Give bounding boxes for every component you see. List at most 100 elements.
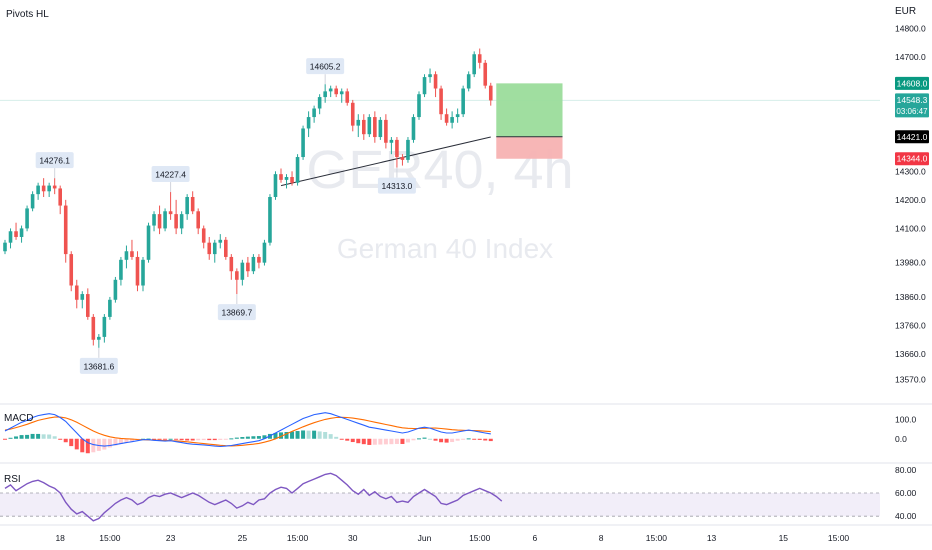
macd-histogram-bar (63, 438, 68, 443)
trendline (280, 136, 491, 187)
price-badge: 14344.0 (895, 152, 929, 166)
candle-body (19, 228, 24, 237)
macd-histogram-bar (229, 438, 234, 440)
candle (339, 88, 344, 103)
candle (97, 334, 101, 348)
macd-histogram-bar (168, 438, 173, 440)
macd-histogram-bar (389, 438, 394, 445)
candle (69, 251, 74, 292)
candle-body (262, 242, 267, 263)
time-tick-label: 25 (238, 533, 248, 543)
candle (273, 171, 278, 200)
macd-histogram-bar (317, 431, 322, 439)
macd-histogram-bar (488, 438, 493, 442)
candle-body (284, 177, 289, 180)
candle-body (52, 185, 57, 189)
candle-body (328, 88, 333, 92)
pivot-label: 14313.0 (377, 167, 416, 194)
macd-histogram-bar (290, 431, 295, 439)
macd-histogram-bar (69, 438, 74, 447)
candle-body (58, 188, 62, 206)
pivot-box (35, 152, 74, 169)
rsi-line (4, 472, 503, 522)
candle (251, 254, 256, 275)
time-tick-label: 23 (166, 533, 176, 543)
macd-histogram-bar (372, 438, 377, 445)
candle-body (113, 279, 118, 300)
time-tick-label: 15:00 (828, 533, 850, 543)
time-axis[interactable]: 18 15:00 23 25 15:00 30 Jun 15:00 6 8 15:00 13 15 15:… (55, 533, 849, 543)
candle (52, 178, 57, 195)
candle-body (212, 242, 217, 255)
macd-histogram-bar (113, 438, 118, 446)
candle-body (196, 211, 200, 229)
candle-body (190, 197, 195, 212)
rsi-band (0, 493, 880, 517)
rsi-label: RSI (4, 474, 21, 485)
candle (25, 205, 29, 232)
price-badge-value: 14608.0 (897, 78, 928, 88)
candle (295, 154, 300, 186)
candle-body (356, 119, 361, 126)
price-badge-box (895, 152, 929, 166)
candle-body (14, 231, 18, 237)
candle (224, 236, 228, 260)
candle-body (69, 254, 74, 286)
macd-histogram-bar (212, 438, 217, 441)
candle-body (246, 262, 250, 272)
macd-histogram-bar (356, 438, 361, 444)
candle (91, 314, 96, 346)
candle (8, 228, 13, 249)
macd-histogram-bar (439, 438, 444, 443)
candle (301, 125, 305, 160)
candle (439, 85, 443, 120)
macd-histogram-bar (107, 438, 112, 448)
candle-body (339, 91, 344, 95)
macd-tick-label: 0.0 (895, 434, 907, 444)
candle (108, 296, 112, 320)
candle-body (47, 185, 51, 192)
macd-histogram-bar (328, 434, 333, 439)
price-badge-box (895, 130, 929, 144)
pivot-value: 13869.7 (221, 308, 252, 318)
time-tick-label: 30 (348, 533, 358, 543)
macd-histogram-bar (450, 438, 455, 443)
candle (472, 51, 476, 78)
macd-signal-line (4, 416, 491, 447)
macd-label: MACD (4, 413, 33, 424)
candle (168, 192, 173, 220)
price-tick-label: 13760.0 (895, 320, 926, 330)
candle (328, 85, 333, 98)
candle (58, 185, 62, 215)
candle (284, 174, 289, 189)
time-tick-label: 18 (55, 533, 65, 543)
price-axis[interactable]: 14800.0 14700.0 14300.0 14200.0 14100.0 13980… (0, 24, 932, 526)
macd-histogram-bar (19, 435, 24, 439)
candle (466, 71, 471, 92)
price-tick-label: 14700.0 (895, 52, 926, 62)
candle-body (323, 91, 327, 98)
candle (488, 82, 493, 106)
macd-histogram-bar (378, 438, 383, 445)
candle (422, 74, 427, 98)
macd-histogram-bar (284, 432, 289, 439)
macd-histogram-bar (245, 436, 250, 439)
time-tick-label: 15:00 (287, 533, 309, 543)
candle-body (317, 97, 322, 109)
candle (384, 114, 388, 149)
candle (190, 191, 195, 215)
candle-body (80, 294, 85, 300)
pivot-value: 13681.6 (83, 361, 114, 371)
candle (19, 225, 24, 243)
pivot-label: 14605.2 (306, 58, 345, 85)
candle (80, 291, 85, 309)
candle (124, 245, 129, 269)
candle-body (163, 211, 167, 229)
candle-body (174, 214, 178, 229)
candle (141, 256, 145, 292)
candle-body (488, 85, 493, 101)
candle (367, 114, 372, 138)
candle-body (306, 117, 311, 129)
macd-histogram-bar (74, 438, 79, 450)
